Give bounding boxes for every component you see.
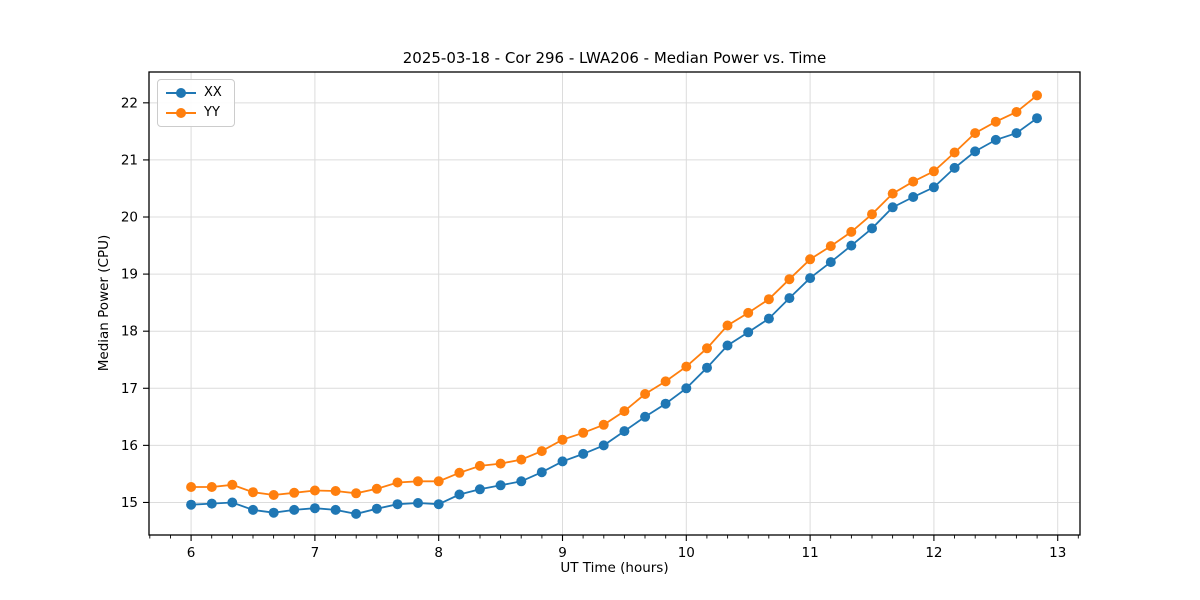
svg-text:16: 16 <box>121 438 138 454</box>
svg-text:11: 11 <box>802 545 819 561</box>
svg-text:7: 7 <box>311 545 320 561</box>
y-major-ticks <box>143 102 149 504</box>
series-xx-markers <box>186 113 1042 519</box>
y-axis-label: Median Power (CPU) <box>96 234 112 372</box>
legend: XX YY <box>157 79 235 127</box>
legend-entry-xx: XX <box>166 86 222 100</box>
svg-text:10: 10 <box>678 545 695 561</box>
series-xx-line <box>191 117 1038 515</box>
svg-text:15: 15 <box>121 495 138 511</box>
legend-label-xx: XX <box>204 85 222 100</box>
svg-text:19: 19 <box>121 267 138 283</box>
series-yy-line <box>191 94 1038 496</box>
y-tick-labels: 15 16 17 18 19 20 21 22 <box>121 95 138 511</box>
x-axis-label: UT Time (hours) <box>560 560 669 576</box>
x-major-ticks <box>190 535 1059 541</box>
svg-text:12: 12 <box>925 545 942 561</box>
svg-text:21: 21 <box>121 152 138 168</box>
legend-line-marker-icon <box>166 88 196 98</box>
svg-text:18: 18 <box>121 324 138 340</box>
svg-text:6: 6 <box>187 545 196 561</box>
svg-text:22: 22 <box>121 95 138 111</box>
grid-lines <box>149 72 1080 535</box>
svg-text:9: 9 <box>558 545 567 561</box>
legend-label-yy: YY <box>204 105 220 120</box>
svg-text:17: 17 <box>121 381 138 397</box>
legend-line-marker-icon <box>166 108 196 118</box>
x-tick-labels: 6 7 8 9 10 11 12 13 <box>187 545 1067 561</box>
chart-title: 2025-03-18 - Cor 296 - LWA206 - Median P… <box>402 49 827 67</box>
svg-text:20: 20 <box>121 210 138 226</box>
svg-text:13: 13 <box>1049 545 1066 561</box>
axes-border <box>148 71 1081 536</box>
legend-entry-yy: YY <box>166 106 222 120</box>
svg-text:8: 8 <box>434 545 443 561</box>
series-yy-markers <box>186 90 1042 500</box>
